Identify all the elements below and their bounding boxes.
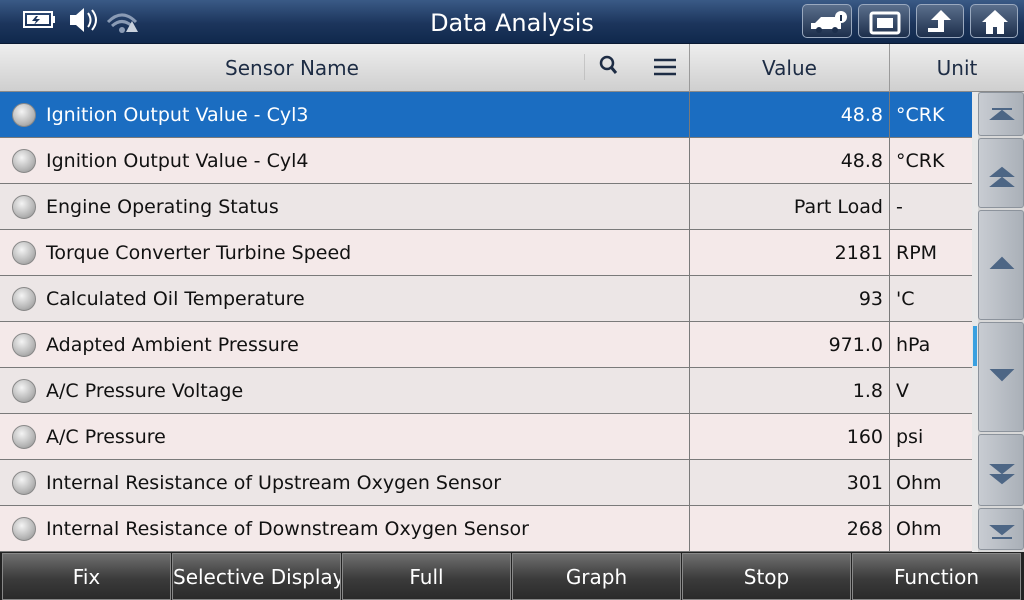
- table-row[interactable]: A/C Pressure 160 psi: [0, 414, 972, 460]
- scroll-icon: [989, 256, 1015, 269]
- row-indicator[interactable]: [12, 517, 36, 541]
- back-button[interactable]: [916, 4, 964, 38]
- sensor-unit: RPM: [889, 230, 972, 276]
- sensor-value: 93: [689, 276, 889, 322]
- sensor-value: 48.8: [689, 138, 889, 184]
- print-button[interactable]: [858, 4, 910, 38]
- sensor-value: 301: [689, 460, 889, 506]
- title: Data Analysis: [430, 9, 594, 37]
- toolbar-button[interactable]: Fix: [2, 553, 171, 600]
- column-header[interactable]: Sensor Name: [225, 56, 359, 80]
- column-header[interactable]: Value: [690, 44, 890, 92]
- sensor-name: Torque Converter Turbine Speed: [46, 242, 352, 264]
- sensor-unit: -: [889, 184, 972, 230]
- row-indicator[interactable]: [12, 241, 36, 265]
- scroll-thumb[interactable]: [973, 326, 977, 366]
- scrollbar: [972, 92, 978, 552]
- sensor-value: 160: [689, 414, 889, 460]
- top-bar: Data Analysis: [0, 0, 1024, 44]
- status-icons: [23, 8, 138, 33]
- scroll-button[interactable]: [978, 210, 1024, 320]
- table-row[interactable]: Adapted Ambient Pressure 971.0 hPa: [0, 322, 972, 368]
- sensor-unit: psi: [889, 414, 972, 460]
- row-indicator[interactable]: [12, 287, 36, 311]
- toolbar-button[interactable]: Function: [852, 553, 1021, 600]
- sensor-name: A/C Pressure Voltage: [46, 380, 244, 402]
- bottom-toolbar: Fix Selective Display Full Graph Stop Functio…: [0, 552, 1024, 600]
- scroll-button[interactable]: [978, 508, 1024, 550]
- sensor-value: 268: [689, 506, 889, 552]
- sensor-unit: Ohm: [889, 506, 972, 552]
- scroll-button[interactable]: [978, 138, 1024, 208]
- sensor-name: Engine Operating Status: [46, 196, 279, 218]
- header-tools[interactable]: [584, 44, 690, 92]
- row-indicator[interactable]: [12, 103, 36, 127]
- scroll-button[interactable]: [978, 434, 1024, 506]
- sensor-name: A/C Pressure: [46, 426, 166, 448]
- sensor-unit: hPa: [889, 322, 972, 368]
- sensor-name: Calculated Oil Temperature: [46, 288, 305, 310]
- sensor-value: Part Load: [689, 184, 889, 230]
- scroll-button[interactable]: [978, 92, 1024, 136]
- scroll-button[interactable]: [978, 322, 1024, 432]
- sensor-value: 2181: [689, 230, 889, 276]
- table-header: Sensor Name Value Unit: [0, 44, 1024, 92]
- scroll-icon: [989, 166, 1015, 187]
- sensor-name: Internal Resistance of Downstream Oxygen…: [46, 518, 529, 540]
- table-row[interactable]: Torque Converter Turbine Speed 2181 RPM: [0, 230, 972, 276]
- row-indicator[interactable]: [12, 149, 36, 173]
- toolbar-button[interactable]: Stop: [682, 553, 851, 600]
- sensor-value: 1.8: [689, 368, 889, 414]
- vehicle-info-button[interactable]: [802, 4, 852, 38]
- sensor-name: Ignition Output Value - Cyl4: [46, 150, 309, 172]
- table-row[interactable]: Calculated Oil Temperature 93 'C: [0, 276, 972, 322]
- row-indicator[interactable]: [12, 195, 36, 219]
- sensor-name: Ignition Output Value - Cyl3: [46, 104, 309, 126]
- scroll-icon: [989, 525, 1015, 539]
- sensor-unit: °CRK: [889, 92, 972, 138]
- sensor-unit: 'C: [889, 276, 972, 322]
- home-button[interactable]: [970, 4, 1018, 38]
- toolbar-button[interactable]: Graph: [512, 553, 681, 600]
- scroll-icon: [989, 108, 1015, 120]
- sensor-unit: Ohm: [889, 460, 972, 506]
- sensor-name: Internal Resistance of Upstream Oxygen S…: [46, 472, 502, 494]
- table-row[interactable]: A/C Pressure Voltage 1.8 V: [0, 368, 972, 414]
- table-row[interactable]: Internal Resistance of Downstream Oxygen…: [0, 506, 972, 552]
- table-row[interactable]: Ignition Output Value - Cyl4 48.8 °CRK: [0, 138, 972, 184]
- sensor-unit: V: [889, 368, 972, 414]
- scroll-icon: [989, 464, 1015, 485]
- sensor-unit: °CRK: [889, 138, 972, 184]
- table-row[interactable]: Ignition Output Value - Cyl3 48.8 °CRK: [0, 92, 972, 138]
- table-row[interactable]: Internal Resistance of Upstream Oxygen S…: [0, 460, 972, 506]
- row-indicator[interactable]: [12, 425, 36, 449]
- sensor-value: 48.8: [689, 92, 889, 138]
- sensor-value: 971.0: [689, 322, 889, 368]
- row-indicator[interactable]: [12, 471, 36, 495]
- toolbar-button[interactable]: Selective Display: [172, 553, 341, 600]
- table-row[interactable]: Engine Operating Status Part Load -: [0, 184, 972, 230]
- row-indicator[interactable]: [12, 333, 36, 357]
- scroll-icon: [989, 369, 1015, 382]
- column-header[interactable]: Unit: [936, 56, 978, 80]
- toolbar-button[interactable]: Full: [342, 553, 511, 600]
- sensor-name: Adapted Ambient Pressure: [46, 334, 299, 356]
- row-indicator[interactable]: [12, 379, 36, 403]
